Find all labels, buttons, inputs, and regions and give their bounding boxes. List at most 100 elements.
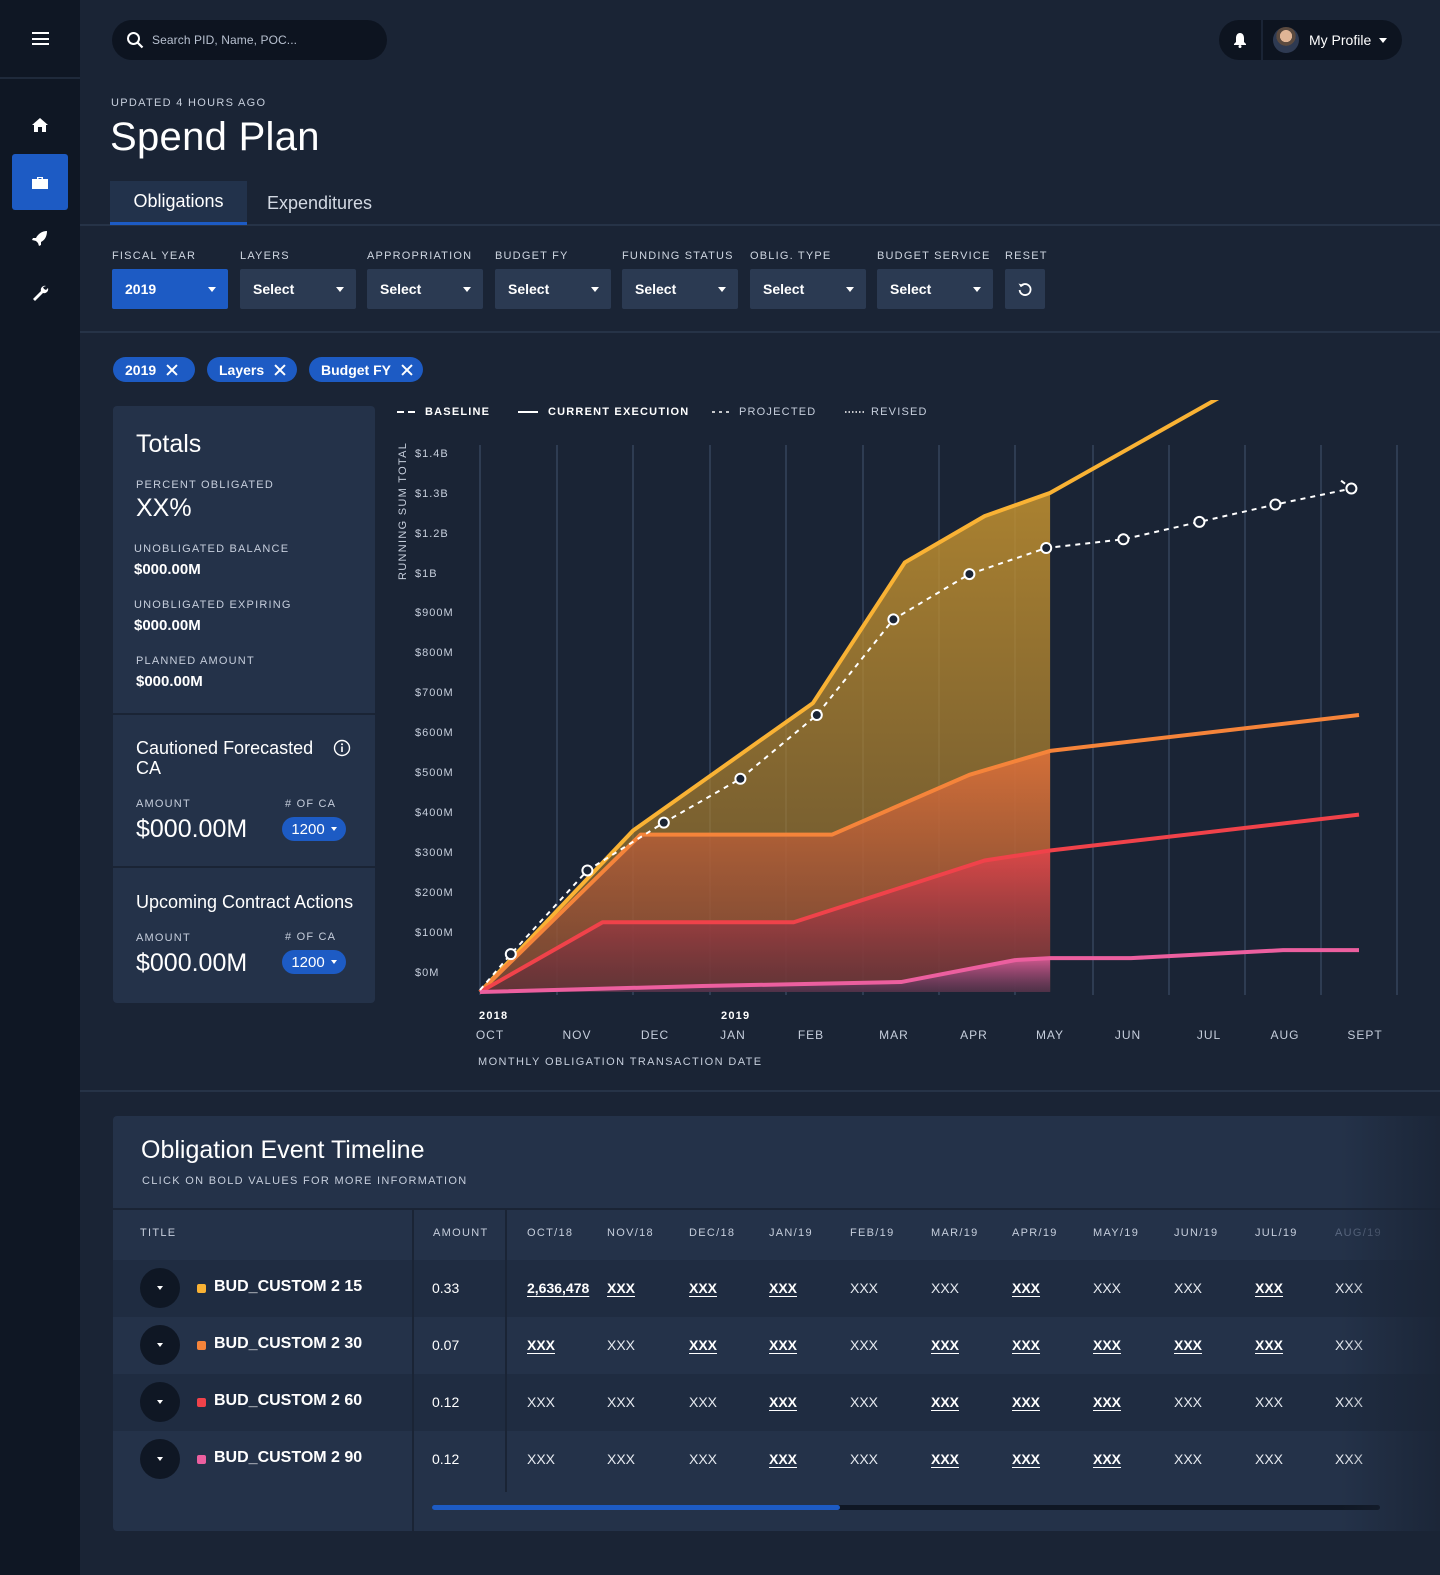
table-cell[interactable]: XXX	[1012, 1337, 1041, 1353]
projected-point	[504, 948, 517, 961]
expand-row-button[interactable]	[140, 1439, 180, 1479]
timeline-title: Obligation Event Timeline	[141, 1136, 425, 1164]
table-cell[interactable]: 2,636,478	[527, 1280, 590, 1296]
table-cell[interactable]: XXX	[527, 1337, 556, 1353]
expand-row-button[interactable]	[140, 1268, 180, 1308]
divider	[113, 866, 375, 868]
filter-budget-fy[interactable]: Select	[495, 269, 611, 309]
reset-icon	[1018, 283, 1032, 296]
close-icon[interactable]	[274, 364, 286, 376]
search-input[interactable]: Search PID, Name, POC...	[112, 20, 387, 60]
sidebar-item-tools[interactable]	[12, 265, 68, 321]
close-icon[interactable]	[401, 364, 413, 376]
table-cell[interactable]: XXX	[769, 1394, 798, 1410]
sidebar	[0, 0, 80, 1575]
home-icon	[32, 118, 48, 132]
divider	[80, 331, 1440, 333]
table-cell[interactable]: XXX	[1012, 1280, 1041, 1296]
search-icon	[127, 32, 144, 49]
table-cell[interactable]: XXX	[1012, 1394, 1041, 1410]
chip-label: 2019	[125, 361, 157, 378]
updated-timestamp: UPDATED 4 HOURS AGO	[111, 97, 267, 109]
row-amount: 0.12	[432, 1451, 460, 1467]
x-tick-label: DEC	[641, 1028, 669, 1042]
table-cell[interactable]: XXX	[1255, 1280, 1284, 1296]
table-cell[interactable]: XXX	[689, 1280, 718, 1296]
table-cell[interactable]: XXX	[1255, 1337, 1284, 1353]
table-cell[interactable]: XXX	[931, 1451, 960, 1467]
table-cell: XXX	[607, 1337, 636, 1353]
table-cell[interactable]: XXX	[769, 1451, 798, 1467]
table-cell[interactable]: XXX	[1012, 1451, 1041, 1467]
table-cell[interactable]: XXX	[931, 1394, 960, 1410]
filter-value: 2019	[125, 281, 157, 297]
column-divider	[412, 1374, 414, 1431]
x-tick-label: FEB	[798, 1028, 824, 1042]
menu-button[interactable]	[0, 0, 80, 79]
briefcase-icon	[32, 176, 48, 189]
table-cell: XXX	[607, 1394, 636, 1410]
tab-obligations[interactable]: Obligations	[110, 181, 247, 225]
chip-fiscal-year[interactable]: 2019	[113, 357, 195, 382]
filter-budget-service[interactable]: Select	[877, 269, 993, 309]
legend-baseline: BASELINE	[397, 406, 490, 418]
projected-point	[657, 816, 670, 829]
chevron-down-icon	[336, 287, 344, 292]
filter-funding-status[interactable]: Select	[622, 269, 738, 309]
divider	[113, 713, 375, 715]
filter-layers[interactable]: Select	[240, 269, 356, 309]
rocket-icon	[32, 231, 47, 246]
chip-budget-fy[interactable]: Budget FY	[309, 357, 423, 382]
column-divider	[412, 1260, 414, 1317]
cautioned-count-select[interactable]: 1200	[282, 817, 346, 841]
table-cell[interactable]: XXX	[1093, 1337, 1122, 1353]
column-divider	[505, 1374, 507, 1431]
table-cell[interactable]: XXX	[1174, 1337, 1203, 1353]
reset-label: RESET	[1005, 250, 1048, 262]
table-cell[interactable]: XXX	[1093, 1451, 1122, 1467]
filter-appropriation[interactable]: Select	[367, 269, 483, 309]
x-tick-label: NOV	[562, 1028, 591, 1042]
table-cell[interactable]: XXX	[689, 1337, 718, 1353]
expand-row-button[interactable]	[140, 1325, 180, 1365]
avatar	[1273, 27, 1299, 53]
sidebar-item-home[interactable]	[12, 97, 68, 153]
table-cell[interactable]: XXX	[607, 1280, 636, 1296]
table-cell[interactable]: XXX	[769, 1337, 798, 1353]
notifications-button[interactable]	[1219, 20, 1261, 60]
chevron-down-icon	[208, 287, 216, 292]
chip-layers[interactable]: Layers	[207, 357, 297, 382]
horizontal-scrollbar[interactable]	[432, 1505, 1380, 1510]
y-tick-label: $300M	[415, 847, 454, 859]
table-cell[interactable]: XXX	[1093, 1394, 1122, 1410]
y-tick-label: $800M	[415, 647, 454, 659]
x-tick-label: JUL	[1197, 1028, 1221, 1042]
filter-oblig-type[interactable]: Select	[750, 269, 866, 309]
sidebar-item-briefcase[interactable]	[12, 154, 68, 210]
table-cell[interactable]: XXX	[769, 1280, 798, 1296]
filter-fiscal-year[interactable]: 2019	[112, 269, 228, 309]
reset-button[interactable]	[1005, 269, 1045, 309]
legend-label: CURRENT EXECUTION	[548, 406, 690, 418]
projected-point	[1040, 542, 1053, 554]
row-amount: 0.12	[432, 1394, 460, 1410]
table-cell[interactable]: XXX	[931, 1337, 960, 1353]
table-cell: XXX	[1174, 1451, 1203, 1467]
filter-value: Select	[890, 281, 932, 297]
projected-point	[1269, 498, 1282, 511]
tab-expenditures[interactable]: Expenditures	[266, 192, 373, 213]
count-value: 1200	[291, 820, 325, 838]
profile-menu[interactable]: My Profile	[1263, 20, 1402, 60]
y-tick-label: $200M	[415, 887, 454, 899]
cautioned-count-label: # OF CA	[285, 798, 337, 810]
close-icon[interactable]	[166, 364, 178, 376]
upcoming-count-select[interactable]: 1200	[282, 950, 346, 974]
projected-point	[887, 613, 900, 626]
row-title: BUD_CUSTOM 2 60	[214, 1392, 363, 1409]
scrollbar-thumb[interactable]	[432, 1505, 840, 1510]
expand-row-button[interactable]	[140, 1382, 180, 1422]
row-title: BUD_CUSTOM 2 30	[214, 1335, 363, 1352]
info-icon[interactable]	[333, 739, 351, 762]
sidebar-item-launch[interactable]	[12, 210, 68, 266]
y-tick-label: $0M	[415, 967, 439, 979]
